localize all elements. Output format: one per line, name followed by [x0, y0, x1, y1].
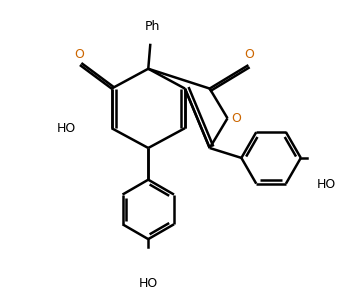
Text: O: O — [244, 48, 254, 61]
Text: Ph: Ph — [145, 20, 160, 33]
Text: O: O — [74, 48, 84, 61]
Text: HO: HO — [57, 122, 76, 135]
Text: HO: HO — [139, 277, 158, 290]
Text: HO: HO — [317, 178, 336, 191]
Text: O: O — [231, 112, 241, 125]
